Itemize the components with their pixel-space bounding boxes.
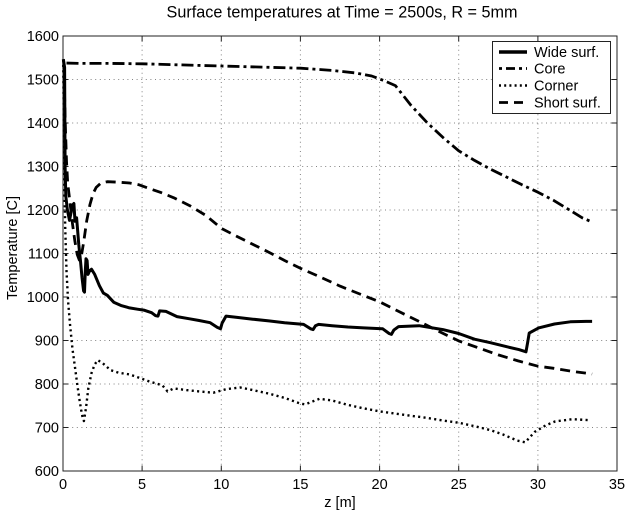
svg-text:1200: 1200 bbox=[27, 203, 59, 219]
svg-text:1100: 1100 bbox=[28, 247, 59, 263]
svg-text:600: 600 bbox=[35, 464, 59, 480]
svg-text:Surface temperatures at Time =: Surface temperatures at Time = 2500s, R … bbox=[167, 4, 518, 22]
svg-text:900: 900 bbox=[35, 334, 59, 350]
svg-text:15: 15 bbox=[292, 477, 308, 493]
svg-text:800: 800 bbox=[35, 377, 59, 393]
svg-text:1600: 1600 bbox=[27, 29, 59, 45]
svg-text:0: 0 bbox=[59, 477, 67, 493]
svg-text:1000: 1000 bbox=[27, 290, 59, 306]
svg-text:10: 10 bbox=[213, 477, 229, 493]
svg-text:z [m]: z [m] bbox=[324, 495, 355, 511]
svg-text:20: 20 bbox=[372, 477, 388, 493]
svg-text:Corner: Corner bbox=[534, 79, 578, 95]
svg-text:Temperature [C]: Temperature [C] bbox=[5, 196, 21, 300]
svg-text:25: 25 bbox=[451, 477, 467, 493]
svg-text:Core: Core bbox=[534, 62, 565, 78]
svg-text:5: 5 bbox=[138, 477, 146, 493]
svg-text:35: 35 bbox=[609, 477, 625, 493]
svg-text:1500: 1500 bbox=[27, 73, 59, 89]
svg-text:1300: 1300 bbox=[27, 160, 59, 176]
svg-text:30: 30 bbox=[530, 477, 546, 493]
svg-text:1400: 1400 bbox=[27, 116, 59, 132]
svg-text:700: 700 bbox=[35, 421, 59, 437]
svg-text:Wide surf.: Wide surf. bbox=[534, 45, 599, 61]
svg-text:Short surf.: Short surf. bbox=[534, 96, 601, 112]
